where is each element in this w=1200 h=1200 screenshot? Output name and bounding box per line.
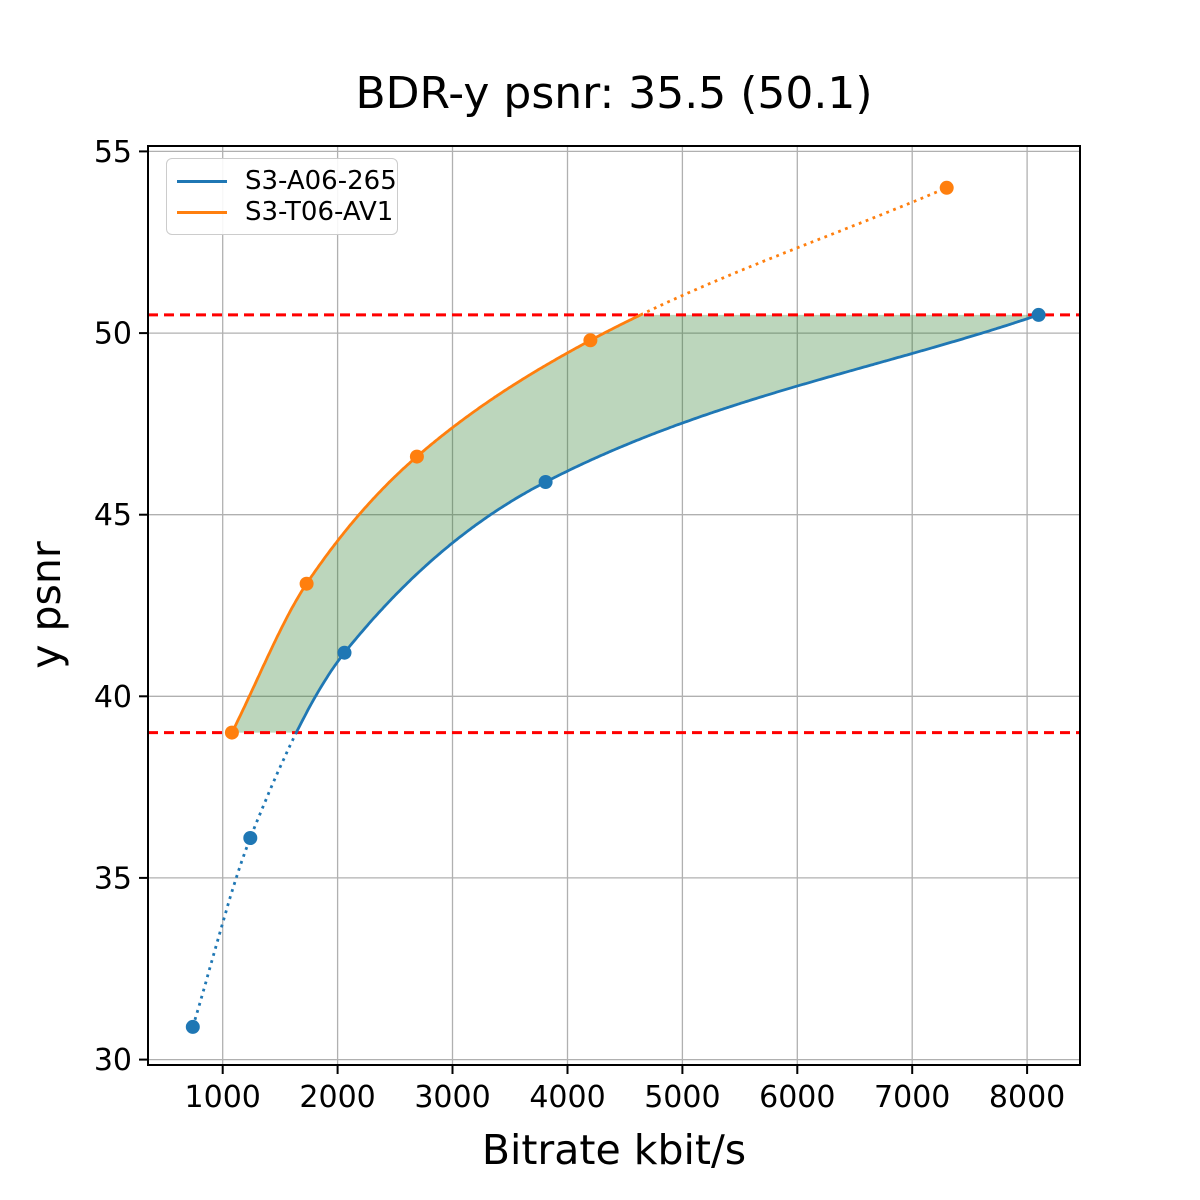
svg-text:6000: 6000 (759, 1080, 835, 1115)
y-axis-ticks (139, 150, 148, 1061)
svg-text:2000: 2000 (299, 1080, 375, 1115)
svg-text:7000: 7000 (874, 1080, 950, 1115)
svg-text:3000: 3000 (414, 1080, 490, 1115)
svg-text:50: 50 (94, 317, 132, 352)
legend-item-label: S3-A06-265 (245, 166, 397, 196)
svg-text:30: 30 (94, 1043, 132, 1078)
series-line-S3-T06-AV1 (230, 186, 948, 734)
x-axis-ticks (221, 1065, 1029, 1074)
legend-item: S3-A06-265 (177, 168, 397, 194)
svg-text:40: 40 (94, 680, 132, 715)
x-tick-labels: 1000 2000 3000 4000 5000 6000 7000 8000 (185, 1080, 1066, 1115)
svg-text:35: 35 (94, 861, 132, 896)
bdr-overlap-fill (231, 314, 1039, 733)
svg-text:45: 45 (94, 498, 132, 533)
series-line-S3-A06-265 (191, 313, 1040, 1028)
svg-text:5000: 5000 (644, 1080, 720, 1115)
legend-item: S3-T06-AV1 (177, 199, 393, 225)
svg-text:8000: 8000 (989, 1080, 1065, 1115)
series-markers-S3-T06-AV1 (224, 180, 954, 740)
series-markers-S3-A06-265 (185, 307, 1046, 1034)
svg-text:4000: 4000 (529, 1080, 605, 1115)
y-axis-label: y psnr (22, 541, 70, 669)
y-tick-labels: 30 35 40 45 50 55 (94, 135, 132, 1078)
legend-item-label: S3-T06-AV1 (245, 197, 394, 227)
legend-line-sample-icon (177, 179, 227, 183)
gridlines (148, 146, 1080, 1065)
svg-text:55: 55 (94, 135, 132, 170)
legend-line-sample-icon (177, 210, 227, 214)
legend: S3-A06-265 S3-T06-AV1 (166, 158, 398, 235)
x-axis-label: Bitrate kbit/s (481, 1126, 747, 1174)
plot-border (147, 145, 1081, 1066)
chart-title: BDR-y psnr: 35.5 (50.1) (355, 68, 873, 119)
svg-text:1000: 1000 (185, 1080, 261, 1115)
